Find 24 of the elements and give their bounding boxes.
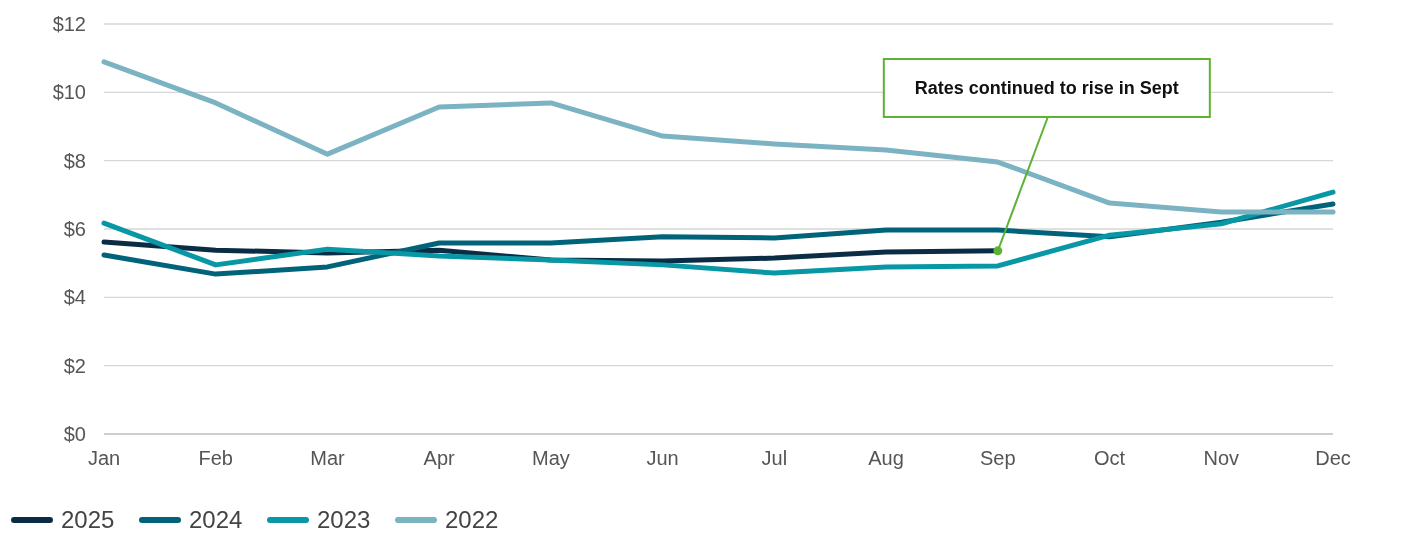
x-tick-label: Jun (646, 447, 679, 469)
legend-label: 2025 (61, 506, 115, 534)
y-tick-label: $12 (52, 13, 86, 35)
legend-label: 2023 (317, 506, 371, 534)
y-tick-label: $4 (63, 286, 86, 309)
x-tick-label: Apr (423, 447, 456, 469)
legend-label: 2024 (189, 506, 243, 534)
y-tick-label: $6 (63, 218, 86, 240)
x-tick-label: Oct (1093, 447, 1126, 469)
annotation: Rates continued to rise in Sept (914, 78, 1179, 99)
y-tick-label: $0 (63, 423, 86, 445)
x-tick-label: Mar (310, 447, 346, 469)
x-tick-label: Aug (868, 447, 904, 469)
x-tick-label: Jan (87, 447, 121, 469)
legend-label: 2022 (445, 506, 499, 534)
y-tick-label: $8 (63, 149, 86, 172)
x-tick-label: Sep (980, 447, 1016, 469)
y-tick-label: $2 (63, 354, 86, 377)
x-tick-label: May (532, 447, 570, 469)
x-tick-label: Dec (1315, 447, 1351, 469)
y-tick-label: $10 (52, 81, 86, 104)
x-tick-label: Feb (198, 447, 233, 469)
x-tick-label: Nov (1203, 447, 1240, 469)
x-tick-label: Jul (761, 447, 788, 469)
